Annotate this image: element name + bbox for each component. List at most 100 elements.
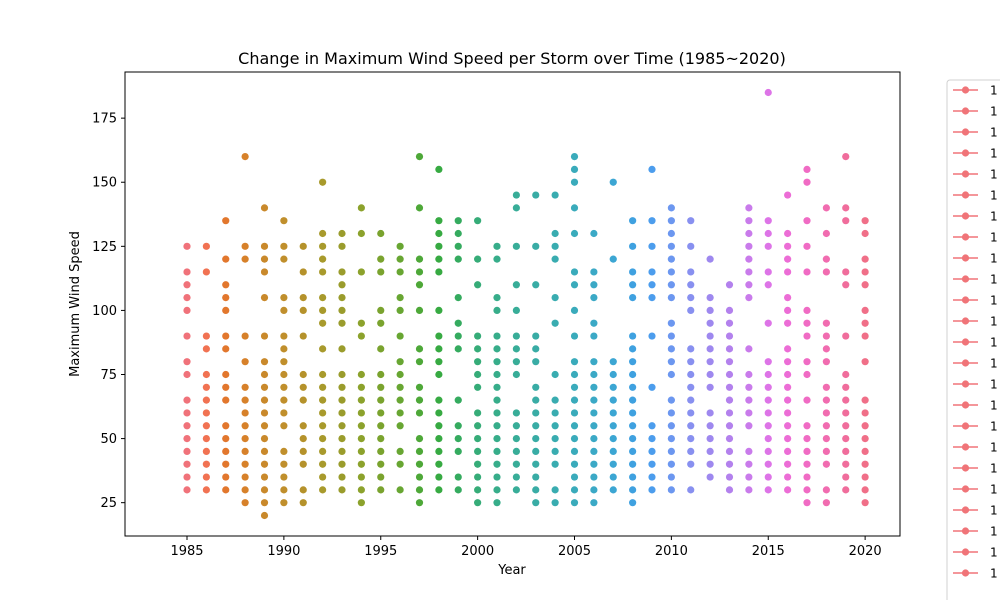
data-point — [667, 242, 675, 250]
data-point — [609, 434, 617, 443]
data-point — [241, 434, 249, 443]
data-point — [687, 486, 695, 494]
data-point — [357, 370, 365, 379]
data-point — [629, 447, 637, 455]
data-point — [784, 409, 792, 417]
data-point — [861, 217, 869, 225]
legend-label: 1 — [990, 84, 998, 98]
legend-marker — [961, 275, 970, 283]
data-point — [512, 473, 520, 481]
legend-marker — [961, 317, 970, 325]
legend-marker — [961, 422, 970, 430]
data-point — [222, 473, 230, 481]
data-point — [299, 242, 307, 250]
data-point — [570, 281, 579, 289]
data-point — [415, 281, 424, 289]
data-point — [377, 255, 385, 263]
data-point — [803, 178, 811, 186]
data-point — [280, 422, 288, 430]
data-point — [454, 447, 462, 455]
data-point — [745, 396, 753, 404]
data-point — [609, 486, 617, 494]
data-point — [183, 473, 191, 481]
data-point — [803, 460, 811, 468]
data-point — [357, 422, 365, 430]
legend-label: 1 — [990, 546, 998, 560]
data-point — [202, 242, 210, 250]
legend-marker — [961, 380, 970, 388]
data-point — [629, 242, 637, 250]
data-point — [183, 486, 191, 494]
data-point — [803, 268, 811, 276]
data-point — [377, 396, 385, 404]
data-point — [745, 204, 753, 212]
data-point — [280, 409, 288, 417]
data-point — [357, 486, 365, 494]
data-point — [629, 345, 637, 353]
data-point — [861, 434, 869, 443]
data-point — [299, 293, 307, 302]
data-point — [493, 370, 501, 379]
data-point — [222, 217, 230, 225]
data-point — [667, 370, 675, 379]
data-point — [280, 473, 288, 481]
data-point — [745, 242, 753, 250]
data-point — [280, 242, 288, 250]
data-point — [435, 486, 443, 494]
data-point — [551, 242, 559, 250]
data-point — [861, 319, 869, 327]
data-point — [474, 409, 482, 417]
data-point — [725, 383, 734, 391]
data-point — [222, 486, 230, 494]
data-point — [299, 499, 307, 507]
x-tick-label: 1985 — [170, 544, 203, 559]
data-point — [842, 434, 850, 443]
data-point — [822, 409, 830, 417]
data-point — [454, 396, 462, 404]
data-point — [493, 293, 501, 302]
legend-marker — [961, 485, 970, 493]
data-point — [202, 383, 210, 391]
data-point — [280, 255, 288, 263]
data-point — [454, 217, 462, 225]
data-point — [493, 358, 501, 366]
data-point — [396, 242, 404, 250]
data-point — [512, 486, 520, 494]
data-point — [687, 358, 695, 366]
data-point — [319, 345, 327, 353]
legend-label: 1 — [990, 189, 998, 203]
data-point — [183, 370, 191, 379]
data-point — [745, 217, 753, 225]
data-point — [570, 422, 579, 430]
data-point — [745, 486, 753, 494]
data-point — [299, 370, 307, 379]
data-point — [202, 345, 210, 353]
data-point — [725, 473, 734, 481]
data-point — [415, 345, 424, 353]
data-point — [241, 473, 249, 481]
data-point — [435, 447, 443, 455]
data-point — [338, 486, 346, 494]
data-point — [725, 486, 734, 494]
data-point — [784, 306, 792, 315]
data-point — [803, 434, 811, 443]
data-point — [803, 486, 811, 494]
data-point — [667, 396, 675, 404]
data-point — [745, 422, 753, 430]
data-point — [512, 370, 520, 379]
data-point — [667, 204, 675, 212]
data-point — [725, 447, 734, 455]
data-point — [629, 486, 637, 494]
data-point — [299, 460, 307, 468]
legend-marker — [961, 527, 970, 535]
data-point — [725, 281, 734, 289]
data-point — [570, 370, 579, 379]
legend-marker — [961, 506, 970, 514]
data-point — [764, 242, 772, 250]
data-point — [357, 396, 365, 404]
data-point — [338, 268, 346, 276]
data-point — [745, 460, 753, 468]
data-point — [454, 434, 462, 443]
data-point — [241, 242, 249, 250]
